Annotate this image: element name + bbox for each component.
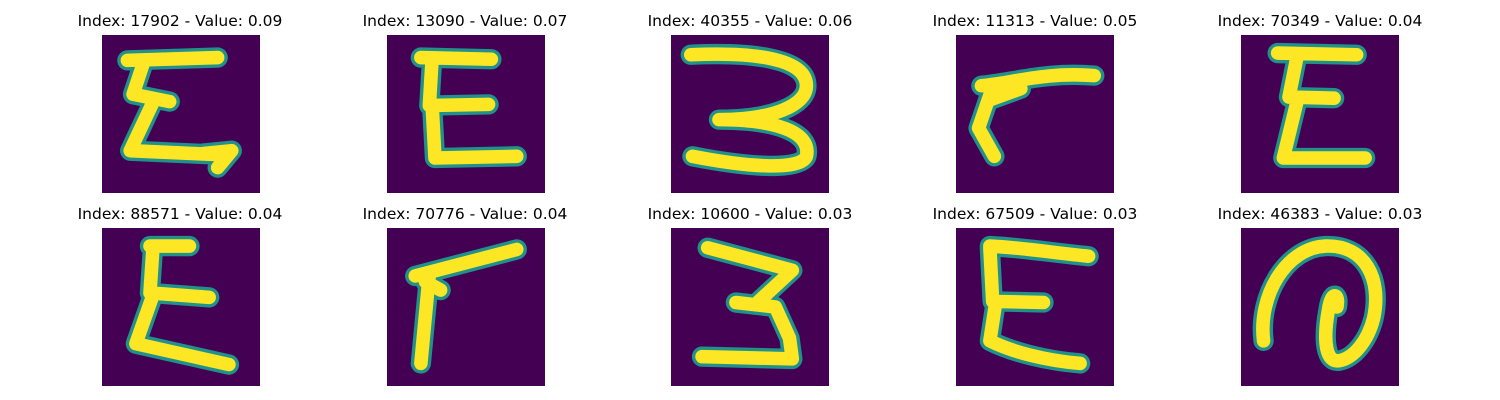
panel-title: Index: 10600 - Value: 0.03 — [647, 205, 853, 223]
image-panel — [671, 228, 829, 386]
panel-title: Index: 11313 - Value: 0.05 — [932, 12, 1138, 30]
panel-title: Index: 67509 - Value: 0.03 — [932, 205, 1138, 223]
image-panel — [956, 228, 1114, 386]
image-panel — [102, 228, 260, 386]
handwritten-glyph-image — [671, 35, 829, 193]
panel-title: Index: 88571 - Value: 0.04 — [77, 205, 283, 223]
image-panel — [387, 35, 545, 193]
image-panel — [102, 35, 260, 193]
handwritten-glyph-image — [387, 228, 545, 386]
handwritten-glyph-image — [102, 228, 260, 386]
panel-title: Index: 70776 - Value: 0.04 — [362, 205, 568, 223]
image-panel — [1241, 35, 1399, 193]
image-panel — [1241, 228, 1399, 386]
image-panel — [956, 35, 1114, 193]
panel-title: Index: 13090 - Value: 0.07 — [362, 12, 568, 30]
image-panel — [387, 228, 545, 386]
panel-title: Index: 70349 - Value: 0.04 — [1217, 12, 1423, 30]
handwritten-glyph-image — [956, 35, 1114, 193]
panel-title: Index: 17902 - Value: 0.09 — [77, 12, 283, 30]
handwritten-glyph-image — [102, 35, 260, 193]
handwritten-glyph-image — [956, 228, 1114, 386]
handwritten-glyph-image — [671, 228, 829, 386]
panel-title: Index: 46383 - Value: 0.03 — [1217, 205, 1423, 223]
panel-title: Index: 40355 - Value: 0.06 — [647, 12, 853, 30]
handwritten-glyph-image — [1241, 228, 1399, 386]
handwritten-glyph-image — [1241, 35, 1399, 193]
handwritten-glyph-image — [387, 35, 545, 193]
image-panel — [671, 35, 829, 193]
